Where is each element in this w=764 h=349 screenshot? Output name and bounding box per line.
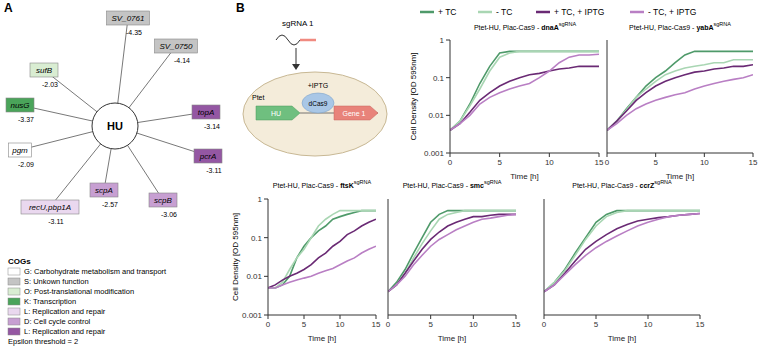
svg-text:Time [h]: Time [h] — [666, 172, 695, 181]
svg-text:5: 5 — [302, 320, 307, 329]
svg-text:SV_0761: SV_0761 — [112, 14, 145, 23]
svg-text:scpA: scpA — [95, 186, 113, 195]
svg-text:G: Carbohydrate metabolism and: G: Carbohydrate metabolism and transport — [24, 267, 167, 276]
svg-text:0.001: 0.001 — [242, 311, 263, 320]
svg-text:15: 15 — [512, 320, 521, 329]
svg-text:L: Replication and repair: L: Replication and repair — [24, 327, 106, 336]
svg-text:15: 15 — [696, 320, 705, 329]
svg-text:D: Cell cycle control: D: Cell cycle control — [24, 317, 91, 326]
svg-text:SV_0750: SV_0750 — [160, 42, 193, 51]
svg-text:nusG: nusG — [10, 101, 29, 110]
svg-text:+ TC, + IPTG: + TC, + IPTG — [554, 7, 604, 17]
svg-text:Cell Density [OD 595nm]: Cell Density [OD 595nm] — [409, 52, 418, 140]
svg-text:5: 5 — [653, 158, 658, 167]
svg-text:S: Unkown function: S: Unkown function — [24, 277, 89, 286]
svg-text:HU: HU — [271, 110, 281, 117]
svg-text:Epsilon threshold = 2: Epsilon threshold = 2 — [8, 337, 78, 346]
svg-text:5: 5 — [497, 158, 502, 167]
svg-text:-4.35: -4.35 — [126, 29, 142, 36]
svg-text:L: Replication and repair: L: Replication and repair — [24, 307, 106, 316]
svg-text:Ptet-HU, Plac-Cas9 - smcsgRNA: Ptet-HU, Plac-Cas9 - smcsgRNA — [403, 179, 502, 189]
svg-text:sufB: sufB — [36, 66, 53, 75]
svg-text:10: 10 — [469, 320, 478, 329]
svg-text:15: 15 — [372, 320, 381, 329]
svg-text:-2.09: -2.09 — [18, 161, 34, 168]
svg-text:0: 0 — [605, 158, 610, 167]
svg-text:0: 0 — [448, 158, 453, 167]
svg-text:Time [h]: Time [h] — [438, 334, 467, 343]
svg-text:Gene 1: Gene 1 — [343, 110, 366, 117]
svg-text:0.1: 0.1 — [251, 234, 263, 243]
svg-text:0: 0 — [542, 320, 547, 329]
svg-text:+IPTG: +IPTG — [308, 82, 328, 89]
svg-text:-2.03: -2.03 — [42, 81, 58, 88]
svg-text:10: 10 — [700, 158, 709, 167]
svg-text:-3.14: -3.14 — [204, 123, 220, 130]
svg-text:topA: topA — [198, 108, 214, 117]
svg-text:- TC, + IPTG: - TC, + IPTG — [648, 7, 696, 17]
svg-text:K: Transcription: K: Transcription — [24, 297, 76, 306]
svg-text:Cell Density [OD 595nm]: Cell Density [OD 595nm] — [231, 213, 240, 301]
svg-text:Ptet-HU, Plac-Cas9 - ftsKsgRNA: Ptet-HU, Plac-Cas9 - ftsKsgRNA — [273, 179, 372, 189]
svg-text:COGs: COGs — [8, 257, 31, 266]
svg-text:Time [h]: Time [h] — [608, 334, 637, 343]
svg-text:Ptet-HU, Plac-Cas9 - dnaAsgRNA: Ptet-HU, Plac-Cas9 - dnaAsgRNA — [474, 21, 577, 31]
svg-text:HU: HU — [107, 120, 123, 132]
svg-text:0: 0 — [266, 320, 271, 329]
svg-text:0.01: 0.01 — [246, 272, 262, 281]
svg-text:Ptet-HU, Plac-Cas9 - yabAsgRNA: Ptet-HU, Plac-Cas9 - yabAsgRNA — [629, 21, 731, 32]
svg-text:Time [h]: Time [h] — [308, 334, 337, 343]
svg-text:-3.37: -3.37 — [18, 116, 34, 123]
svg-text:A: A — [4, 1, 13, 15]
svg-text:scpB: scpB — [154, 196, 172, 205]
svg-text:sgRNA 1: sgRNA 1 — [282, 19, 314, 28]
svg-text:10: 10 — [336, 320, 345, 329]
svg-text:-3.11: -3.11 — [48, 218, 64, 225]
svg-text:Ptet-HU, Plac-Cas9 - ccrZsgRNA: Ptet-HU, Plac-Cas9 - ccrZsgRNA — [572, 179, 672, 189]
svg-text:+ TC: + TC — [438, 7, 457, 17]
svg-text:- TC: - TC — [496, 7, 512, 17]
svg-text:1: 1 — [258, 195, 263, 204]
svg-text:pcrA: pcrA — [199, 152, 216, 161]
svg-text:10: 10 — [644, 320, 653, 329]
svg-text:10: 10 — [545, 158, 554, 167]
svg-text:0.001: 0.001 — [424, 149, 445, 158]
svg-text:-3.11: -3.11 — [206, 167, 222, 174]
svg-text:O: Post-translational modifica: O: Post-translational modification — [24, 287, 134, 296]
svg-text:5: 5 — [594, 320, 599, 329]
svg-text:0.01: 0.01 — [428, 111, 444, 120]
svg-text:B: B — [236, 1, 245, 15]
svg-text:pgm: pgm — [11, 146, 28, 155]
svg-text:-2.57: -2.57 — [102, 201, 118, 208]
svg-text:Time [h]: Time [h] — [510, 172, 539, 181]
svg-text:1: 1 — [440, 36, 445, 45]
svg-text:dCas9: dCas9 — [309, 100, 328, 107]
svg-text:Ptet: Ptet — [252, 94, 265, 101]
svg-text:-3.06: -3.06 — [161, 211, 177, 218]
svg-text:5: 5 — [428, 320, 433, 329]
svg-text:0: 0 — [386, 320, 391, 329]
svg-text:recU,pbp1A: recU,pbp1A — [29, 203, 71, 212]
svg-text:15: 15 — [749, 158, 758, 167]
svg-text:-4.14: -4.14 — [174, 57, 190, 64]
svg-text:0.1: 0.1 — [433, 74, 445, 83]
svg-text:15: 15 — [595, 158, 604, 167]
